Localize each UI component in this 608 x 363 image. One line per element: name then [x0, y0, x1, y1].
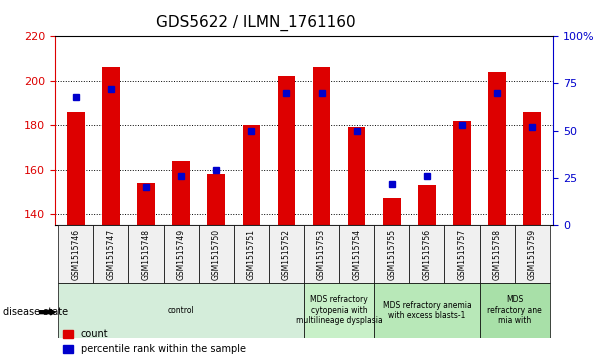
FancyBboxPatch shape [409, 225, 444, 283]
FancyBboxPatch shape [480, 283, 550, 338]
Bar [488, 72, 506, 363]
Bar [418, 185, 436, 363]
Bar [243, 125, 260, 363]
Text: GSM1515746: GSM1515746 [71, 229, 80, 280]
FancyBboxPatch shape [374, 225, 409, 283]
FancyBboxPatch shape [58, 225, 94, 283]
Bar [348, 127, 365, 363]
Bar [523, 112, 541, 363]
Text: GSM1515748: GSM1515748 [142, 229, 151, 280]
Bar [67, 112, 85, 363]
FancyBboxPatch shape [304, 283, 374, 338]
Text: MDS refractory anemia
with excess blasts-1: MDS refractory anemia with excess blasts… [382, 301, 471, 320]
Text: GSM1515749: GSM1515749 [176, 229, 185, 280]
Bar [172, 161, 190, 363]
FancyBboxPatch shape [374, 283, 480, 338]
FancyBboxPatch shape [94, 225, 128, 283]
Text: MDS refractory
cytopenia with
multilineage dysplasia: MDS refractory cytopenia with multilinea… [295, 295, 382, 325]
Bar [207, 174, 225, 363]
Text: control: control [168, 306, 195, 315]
Text: GSM1515750: GSM1515750 [212, 229, 221, 280]
Text: GSM1515747: GSM1515747 [106, 229, 116, 280]
FancyBboxPatch shape [269, 225, 304, 283]
Text: GSM1515759: GSM1515759 [528, 229, 537, 280]
Text: MDS
refractory ane
mia with: MDS refractory ane mia with [487, 295, 542, 325]
Text: GSM1515758: GSM1515758 [492, 229, 502, 280]
Text: disease state: disease state [3, 307, 68, 317]
FancyBboxPatch shape [128, 225, 164, 283]
Bar [383, 199, 401, 363]
Text: GSM1515754: GSM1515754 [352, 229, 361, 280]
Bar [102, 68, 120, 363]
Bar [453, 121, 471, 363]
Text: GSM1515752: GSM1515752 [282, 229, 291, 280]
FancyBboxPatch shape [444, 225, 480, 283]
Bar [313, 68, 330, 363]
Text: GSM1515756: GSM1515756 [423, 229, 432, 280]
FancyBboxPatch shape [480, 225, 514, 283]
FancyBboxPatch shape [199, 225, 234, 283]
Bar [137, 183, 155, 363]
Bar [278, 76, 295, 363]
FancyBboxPatch shape [339, 225, 374, 283]
FancyBboxPatch shape [234, 225, 269, 283]
FancyBboxPatch shape [164, 225, 199, 283]
Text: GSM1515753: GSM1515753 [317, 229, 326, 280]
Legend: count, percentile rank within the sample: count, percentile rank within the sample [60, 326, 250, 358]
Text: GSM1515757: GSM1515757 [457, 229, 466, 280]
FancyBboxPatch shape [58, 283, 304, 338]
FancyBboxPatch shape [304, 225, 339, 283]
Text: GSM1515755: GSM1515755 [387, 229, 396, 280]
FancyBboxPatch shape [514, 225, 550, 283]
Text: GDS5622 / ILMN_1761160: GDS5622 / ILMN_1761160 [156, 15, 355, 31]
Text: GSM1515751: GSM1515751 [247, 229, 256, 280]
